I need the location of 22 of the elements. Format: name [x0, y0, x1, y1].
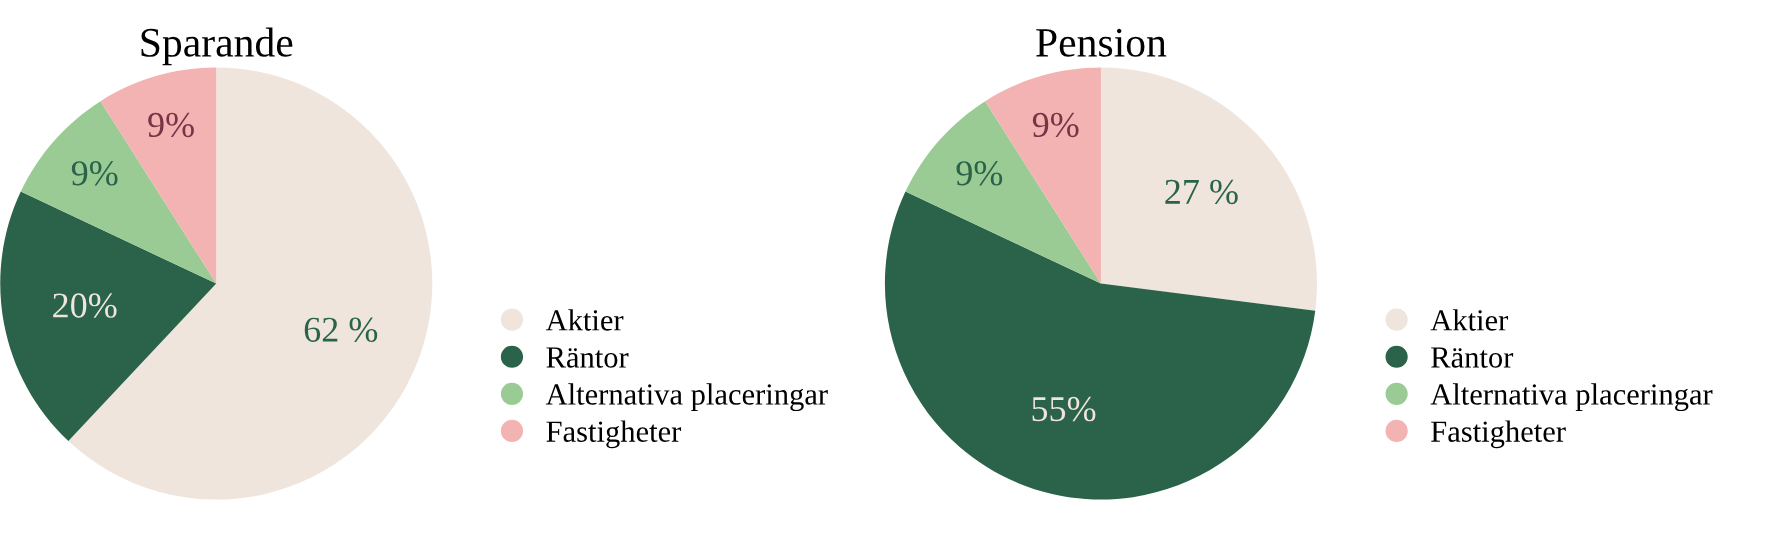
legend-label: Räntor: [1431, 347, 1514, 368]
legend-label: Aktier: [1430, 309, 1509, 331]
pie-slice: [1100, 67, 1317, 311]
data-label: 27 %: [1165, 179, 1238, 205]
legend-label: Fastigheter: [546, 420, 682, 449]
data-label: 9%: [148, 112, 194, 138]
legend-label: Alternativa placeringar: [1430, 383, 1713, 412]
chart-title: Sparande: [141, 27, 293, 66]
data-label: 20%: [53, 293, 117, 318]
legend-label: Alternativa placeringar: [545, 383, 828, 412]
legend-label: Aktier: [545, 309, 624, 331]
legend-label: Räntor: [546, 347, 629, 368]
data-label: 9%: [1032, 112, 1079, 138]
legend-label: Fastigheter: [1431, 420, 1566, 449]
data-label: 62 %: [304, 317, 378, 343]
pie-slice: [0, 191, 217, 442]
data-label: 9%: [71, 161, 118, 186]
data-label: 55%: [1032, 396, 1096, 422]
chart-title: Pension: [1036, 28, 1167, 57]
data-label: 9%: [956, 161, 1003, 186]
pie-slice: [20, 101, 217, 284]
pie-slice: [905, 101, 1101, 284]
